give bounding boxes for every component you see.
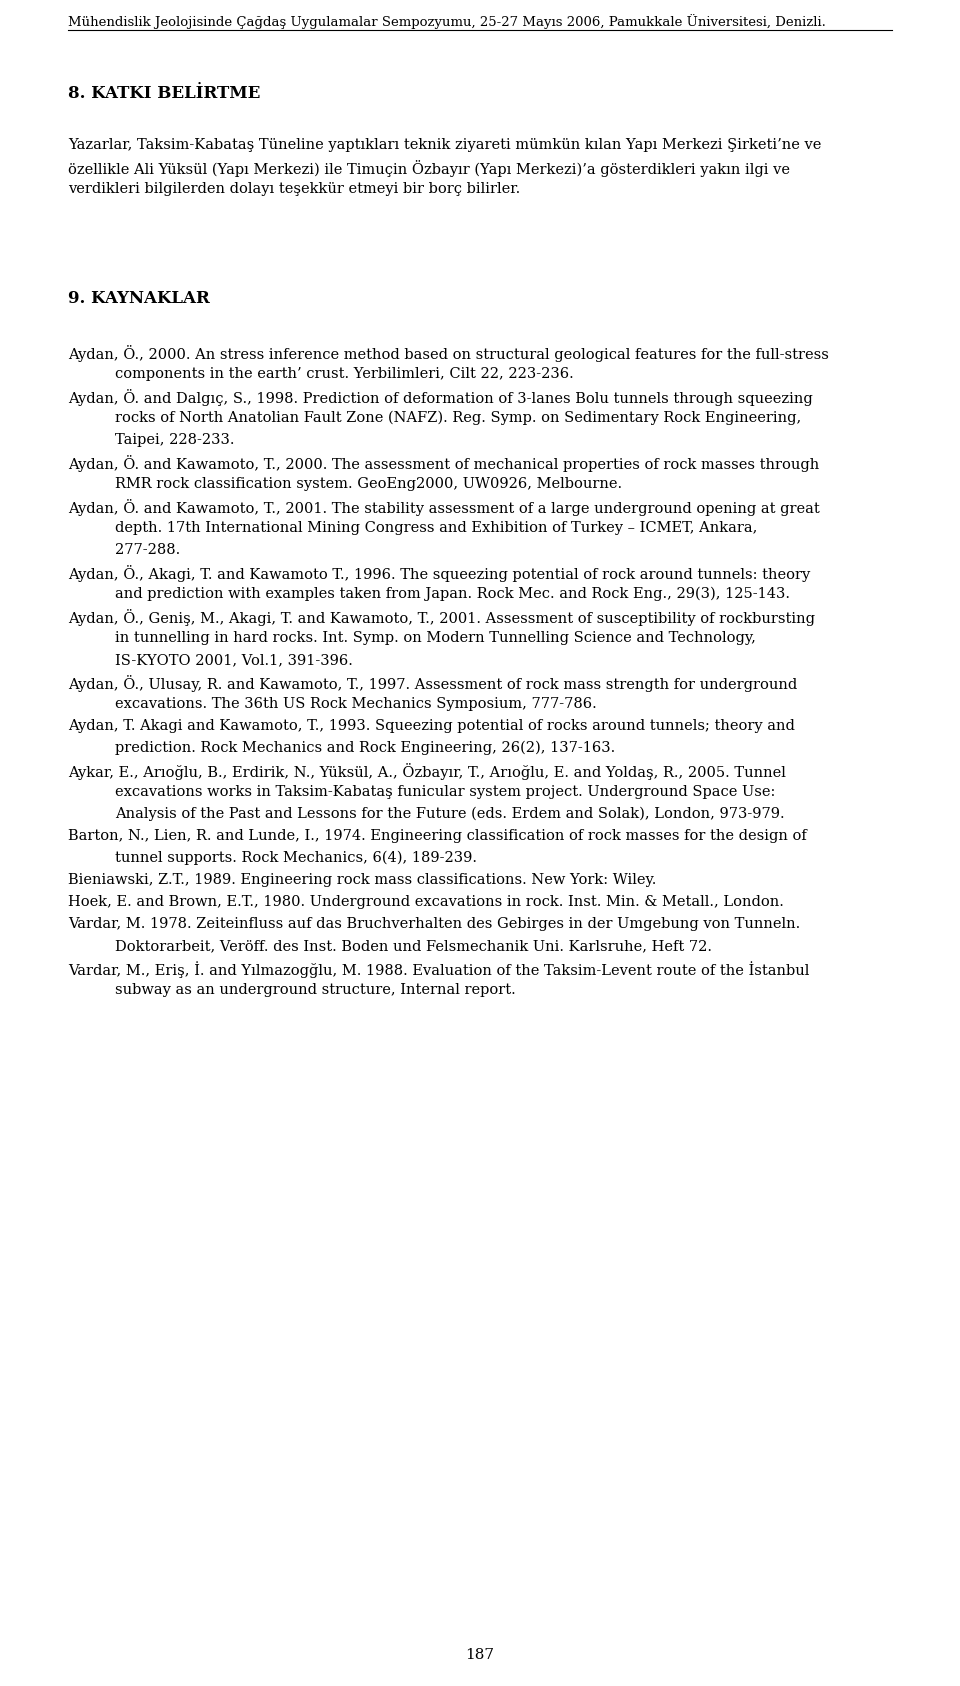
Text: RMR rock classification system. GeoEng2000, UW0926, Melbourne.: RMR rock classification system. GeoEng20… [115,477,622,491]
Text: subway as an underground structure, Internal report.: subway as an underground structure, Inte… [115,983,516,996]
Text: Aydan, Ö., Akagi, T. and Kawamoto T., 1996. The squeezing potential of rock arou: Aydan, Ö., Akagi, T. and Kawamoto T., 19… [68,565,810,582]
Text: in tunnelling in hard rocks. Int. Symp. on Modern Tunnelling Science and Technol: in tunnelling in hard rocks. Int. Symp. … [115,631,756,646]
Text: Aydan, T. Akagi and Kawamoto, T., 1993. Squeezing potential of rocks around tunn: Aydan, T. Akagi and Kawamoto, T., 1993. … [68,718,795,733]
Text: Hoek, E. and Brown, E.T., 1980. Underground excavations in rock. Inst. Min. & Me: Hoek, E. and Brown, E.T., 1980. Undergro… [68,895,784,909]
Text: 277-288.: 277-288. [115,543,180,556]
Text: 9. KAYNAKLAR: 9. KAYNAKLAR [68,290,209,307]
Text: excavations. The 36th US Rock Mechanics Symposium, 777-786.: excavations. The 36th US Rock Mechanics … [115,696,597,711]
Text: Yazarlar, Taksim-Kabataş Tüneline yaptıkları teknik ziyareti mümkün kılan Yapı M: Yazarlar, Taksim-Kabataş Tüneline yaptık… [68,138,822,152]
Text: and prediction with examples taken from Japan. Rock Mec. and Rock Eng., 29(3), 1: and prediction with examples taken from … [115,587,790,602]
Text: tunnel supports. Rock Mechanics, 6(4), 189-239.: tunnel supports. Rock Mechanics, 6(4), 1… [115,851,477,865]
Text: Aykar, E., Arıoğlu, B., Erdirik, N., Yüksül, A., Özbayır, T., Arıoğlu, E. and Yo: Aykar, E., Arıoğlu, B., Erdirik, N., Yük… [68,764,786,781]
Text: Vardar, M., Eriş, İ. and Yılmazogğlu, M. 1988. Evaluation of the Taksim-Levent r: Vardar, M., Eriş, İ. and Yılmazogğlu, M.… [68,961,809,978]
Text: Taipei, 228-233.: Taipei, 228-233. [115,433,234,447]
Text: Aydan, Ö., 2000. An stress inference method based on structural geological featu: Aydan, Ö., 2000. An stress inference met… [68,346,828,362]
Text: Mühendislik Jeolojisinde Çağdaş Uygulamalar Sempozyumu, 25-27 Mayıs 2006, Pamukk: Mühendislik Jeolojisinde Çağdaş Uygulama… [68,13,826,29]
Text: verdikleri bilgilerden dolayı teşekkür etmeyi bir borç bilirler.: verdikleri bilgilerden dolayı teşekkür e… [68,182,520,196]
Text: 187: 187 [466,1647,494,1662]
Text: Aydan, Ö. and Kawamoto, T., 2000. The assessment of mechanical properties of roc: Aydan, Ö. and Kawamoto, T., 2000. The as… [68,455,819,472]
Text: Barton, N., Lien, R. and Lunde, I., 1974. Engineering classification of rock mas: Barton, N., Lien, R. and Lunde, I., 1974… [68,830,806,843]
Text: Bieniawski, Z.T., 1989. Engineering rock mass classifications. New York: Wiley.: Bieniawski, Z.T., 1989. Engineering rock… [68,873,657,887]
Text: Vardar, M. 1978. Zeiteinfluss auf das Bruchverhalten des Gebirges in der Umgebun: Vardar, M. 1978. Zeiteinfluss auf das Br… [68,917,801,931]
Text: depth. 17th International Mining Congress and Exhibition of Turkey – ICMET, Anka: depth. 17th International Mining Congres… [115,521,757,534]
Text: Aydan, Ö., Geniş, M., Akagi, T. and Kawamoto, T., 2001. Assessment of susceptibi: Aydan, Ö., Geniş, M., Akagi, T. and Kawa… [68,609,815,626]
Text: özellikle Ali Yüksül (Yapı Merkezi) ile Timuçin Özbayır (Yapı Merkezi)’a gösterd: özellikle Ali Yüksül (Yapı Merkezi) ile … [68,160,790,177]
Text: IS-KYOTO 2001, Vol.1, 391-396.: IS-KYOTO 2001, Vol.1, 391-396. [115,652,353,668]
Text: 8. KATKI BELİRTME: 8. KATKI BELİRTME [68,84,260,101]
Text: prediction. Rock Mechanics and Rock Engineering, 26(2), 137-163.: prediction. Rock Mechanics and Rock Engi… [115,742,615,755]
Text: rocks of North Anatolian Fault Zone (NAFZ). Reg. Symp. on Sedimentary Rock Engin: rocks of North Anatolian Fault Zone (NAF… [115,411,802,425]
Text: Doktorarbeit, Veröff. des Inst. Boden und Felsmechanik Uni. Karlsruhe, Heft 72.: Doktorarbeit, Veröff. des Inst. Boden un… [115,939,712,953]
Text: Analysis of the Past and Lessons for the Future (eds. Erdem and Solak), London, : Analysis of the Past and Lessons for the… [115,808,784,821]
Text: Aydan, Ö. and Kawamoto, T., 2001. The stability assessment of a large undergroun: Aydan, Ö. and Kawamoto, T., 2001. The st… [68,499,820,516]
Text: excavations works in Taksim-Kabataş funicular system project. Underground Space : excavations works in Taksim-Kabataş funi… [115,786,776,799]
Text: Aydan, Ö. and Dalgıç, S., 1998. Prediction of deformation of 3-lanes Bolu tunnel: Aydan, Ö. and Dalgıç, S., 1998. Predicti… [68,389,813,406]
Text: Aydan, Ö., Ulusay, R. and Kawamoto, T., 1997. Assessment of rock mass strength f: Aydan, Ö., Ulusay, R. and Kawamoto, T., … [68,674,797,691]
Text: components in the earth’ crust. Yerbilimleri, Cilt 22, 223-236.: components in the earth’ crust. Yerbilim… [115,368,574,381]
